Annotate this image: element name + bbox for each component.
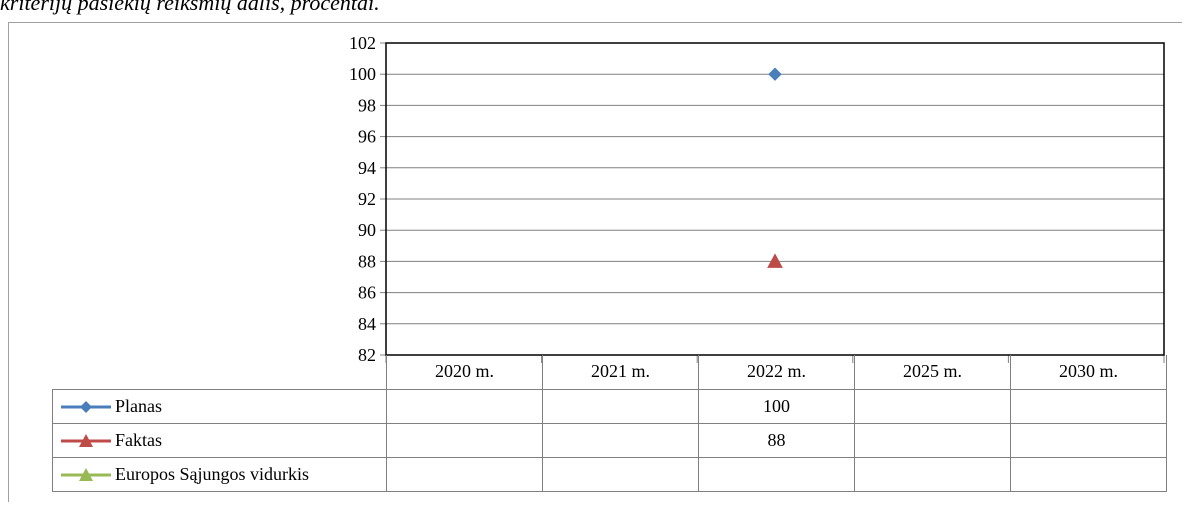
data-label	[1010, 422, 1167, 458]
table-row: Europos Sąjungos vidurkis	[52, 456, 1167, 492]
y-tick-label: 94	[358, 158, 376, 178]
data-label	[854, 388, 1011, 424]
y-tick-label: 90	[358, 220, 376, 240]
legend-label: Faktas	[115, 429, 162, 450]
y-tick-label: 82	[358, 345, 376, 365]
data-label	[1010, 456, 1167, 492]
x-category-label: 2021 m.	[542, 355, 699, 390]
y-tick-label: 86	[358, 283, 376, 303]
data-point	[767, 253, 783, 268]
legend-entry: Faktas	[52, 422, 387, 458]
data-label	[542, 388, 699, 424]
y-tick-label: 88	[358, 251, 376, 271]
x-category-label: 2020 m.	[386, 355, 543, 390]
legend-label: Planas	[115, 395, 162, 416]
chart-frame	[8, 22, 1182, 502]
y-tick-label: 96	[358, 127, 376, 147]
y-tick-label: 98	[358, 95, 376, 115]
data-label	[854, 456, 1011, 492]
data-label	[1010, 388, 1167, 424]
data-label	[542, 456, 699, 492]
y-tick-label: 92	[358, 189, 376, 209]
legend-key	[61, 401, 111, 414]
y-tick-label: 102	[349, 33, 376, 53]
y-tick-label: 100	[349, 64, 376, 84]
chart-caption: kriterijų pasiekių reikšmių dalis, proce…	[0, 0, 380, 15]
data-label	[386, 388, 543, 424]
data-table: 2020 m. 2021 m. 2022 m. 2025 m. 2030 m. Plana…	[52, 355, 1167, 492]
data-point	[768, 67, 782, 81]
data-label: 88	[698, 422, 855, 458]
x-category-label: 2022 m.	[698, 355, 855, 390]
data-label	[386, 456, 543, 492]
data-label	[698, 456, 855, 492]
x-category-label: 2025 m.	[854, 355, 1011, 390]
data-label: 100	[698, 388, 855, 424]
legend-entry: Planas	[52, 388, 387, 424]
table-corner	[53, 355, 387, 389]
table-header-row: 2020 m. 2021 m. 2022 m. 2025 m. 2030 m.	[53, 355, 1167, 390]
legend-entry: Europos Sąjungos vidurkis	[52, 456, 387, 492]
table-row: Faktas 88	[52, 422, 1167, 458]
legend-key	[61, 468, 111, 482]
y-tick-label: 84	[358, 314, 376, 334]
legend-key	[61, 434, 111, 448]
x-category-label: 2030 m.	[1010, 355, 1167, 390]
table-row: Planas 100	[52, 388, 1167, 424]
data-label	[854, 422, 1011, 458]
data-label	[386, 422, 543, 458]
legend-label: Europos Sąjungos vidurkis	[115, 463, 310, 484]
data-label	[542, 422, 699, 458]
